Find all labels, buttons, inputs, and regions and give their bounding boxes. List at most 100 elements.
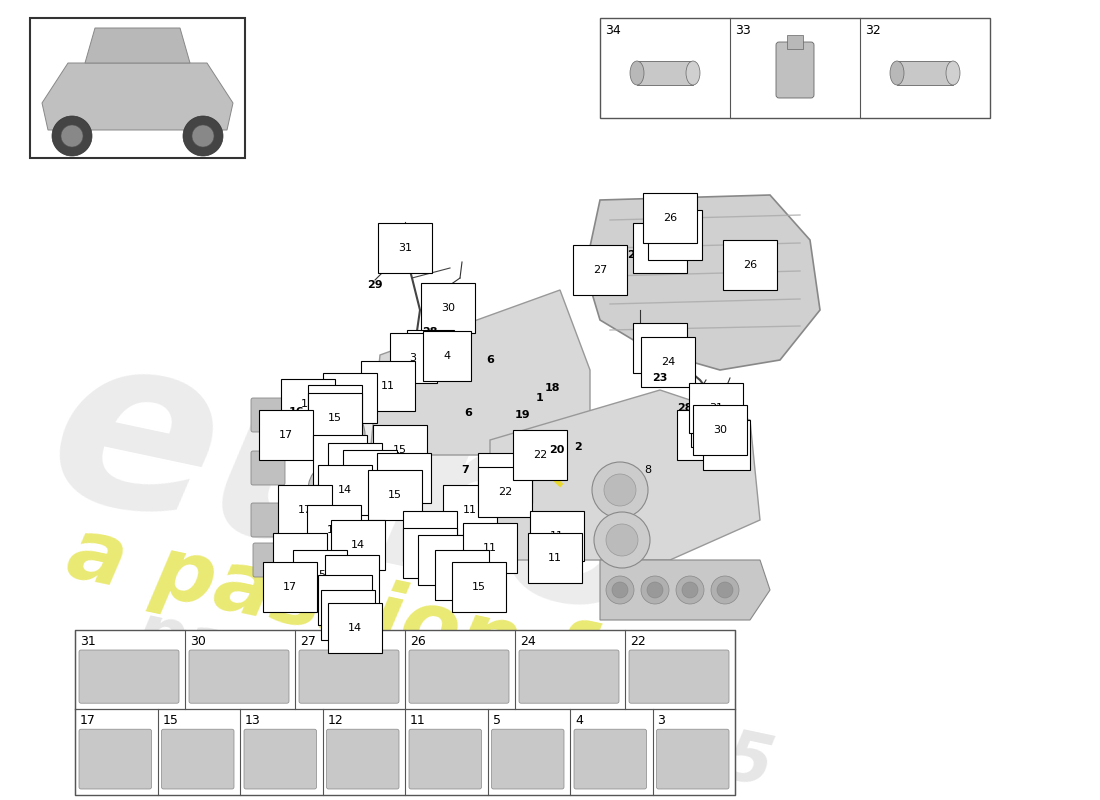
FancyBboxPatch shape: [251, 451, 285, 485]
Text: 28: 28: [678, 403, 693, 413]
FancyBboxPatch shape: [79, 650, 179, 703]
Text: 32: 32: [865, 24, 881, 37]
Text: 23: 23: [652, 373, 668, 383]
Text: 23: 23: [632, 325, 648, 335]
Text: 15: 15: [328, 413, 342, 423]
Circle shape: [612, 582, 628, 598]
Bar: [637, 61, 693, 85]
Text: 27: 27: [593, 265, 607, 275]
Bar: [786, 35, 803, 49]
Text: 30: 30: [713, 425, 727, 435]
Text: 3: 3: [723, 440, 729, 450]
FancyBboxPatch shape: [409, 730, 482, 789]
Text: 13: 13: [348, 463, 362, 473]
Text: 17: 17: [341, 610, 355, 620]
Text: euro: euro: [30, 310, 690, 670]
FancyBboxPatch shape: [519, 650, 619, 703]
Ellipse shape: [630, 61, 644, 85]
Text: 17: 17: [283, 582, 297, 592]
Bar: [600, 18, 990, 118]
FancyBboxPatch shape: [409, 650, 509, 703]
Text: 30: 30: [190, 635, 206, 648]
Text: 25: 25: [627, 250, 642, 260]
Ellipse shape: [946, 61, 960, 85]
Text: 28: 28: [422, 327, 438, 337]
Ellipse shape: [890, 61, 904, 85]
FancyBboxPatch shape: [299, 650, 399, 703]
Text: 19: 19: [514, 410, 530, 420]
Text: parts since 1985: parts since 1985: [130, 599, 780, 800]
Text: 22: 22: [630, 635, 646, 648]
Text: 12: 12: [328, 714, 343, 727]
Text: 6: 6: [486, 355, 494, 365]
Circle shape: [52, 116, 92, 156]
FancyBboxPatch shape: [253, 543, 287, 577]
Circle shape: [594, 512, 650, 568]
Text: 15: 15: [327, 525, 341, 535]
FancyBboxPatch shape: [251, 503, 285, 537]
Text: 5: 5: [696, 430, 704, 440]
Circle shape: [318, 418, 352, 452]
Text: 13: 13: [245, 714, 261, 727]
FancyBboxPatch shape: [162, 730, 234, 789]
Polygon shape: [585, 195, 820, 370]
FancyBboxPatch shape: [492, 730, 564, 789]
Circle shape: [647, 582, 663, 598]
Polygon shape: [42, 63, 233, 130]
Text: 5: 5: [493, 714, 500, 727]
Text: 27: 27: [300, 635, 316, 648]
FancyBboxPatch shape: [244, 730, 317, 789]
Circle shape: [711, 576, 739, 604]
FancyBboxPatch shape: [327, 730, 399, 789]
Circle shape: [323, 528, 358, 562]
Text: 21: 21: [482, 465, 497, 475]
Text: 11: 11: [410, 714, 426, 727]
Text: 33: 33: [735, 24, 750, 37]
Text: 11: 11: [483, 543, 497, 553]
Text: 27: 27: [653, 243, 667, 253]
Circle shape: [192, 125, 215, 147]
Text: 5: 5: [427, 350, 433, 360]
Text: 16: 16: [288, 407, 304, 417]
Text: 12: 12: [422, 531, 437, 541]
FancyBboxPatch shape: [251, 398, 285, 432]
Circle shape: [60, 125, 82, 147]
Text: 13: 13: [455, 570, 469, 580]
Circle shape: [310, 515, 370, 575]
Circle shape: [717, 582, 733, 598]
Text: 17: 17: [279, 430, 293, 440]
Circle shape: [606, 576, 634, 604]
Text: 24: 24: [520, 635, 536, 648]
Ellipse shape: [686, 61, 700, 85]
Text: 10: 10: [460, 493, 475, 503]
Text: 17: 17: [298, 505, 312, 515]
Text: 30: 30: [441, 303, 455, 313]
Text: 12: 12: [363, 470, 377, 480]
Text: 15: 15: [314, 570, 327, 580]
Text: 15: 15: [163, 714, 178, 727]
Bar: [75, 630, 735, 795]
Text: 14: 14: [351, 540, 365, 550]
Text: 20: 20: [549, 445, 564, 455]
Text: 11: 11: [463, 505, 477, 515]
Text: 4: 4: [712, 417, 718, 427]
Text: 14: 14: [328, 405, 342, 415]
Text: 9: 9: [361, 380, 368, 390]
Text: 13: 13: [345, 575, 359, 585]
Text: 3: 3: [409, 353, 417, 363]
Text: 31: 31: [80, 635, 96, 648]
FancyBboxPatch shape: [629, 650, 729, 703]
Circle shape: [321, 473, 355, 507]
Text: 13: 13: [301, 399, 315, 409]
FancyBboxPatch shape: [189, 650, 289, 703]
Text: 17: 17: [293, 553, 307, 563]
Text: 11: 11: [381, 381, 395, 391]
Text: 26: 26: [663, 213, 678, 223]
Text: 14: 14: [348, 623, 362, 633]
Circle shape: [305, 405, 365, 465]
Circle shape: [682, 582, 698, 598]
Bar: [30, 18, 245, 158]
Polygon shape: [600, 560, 770, 620]
Circle shape: [606, 524, 638, 556]
Text: 11: 11: [333, 455, 346, 465]
